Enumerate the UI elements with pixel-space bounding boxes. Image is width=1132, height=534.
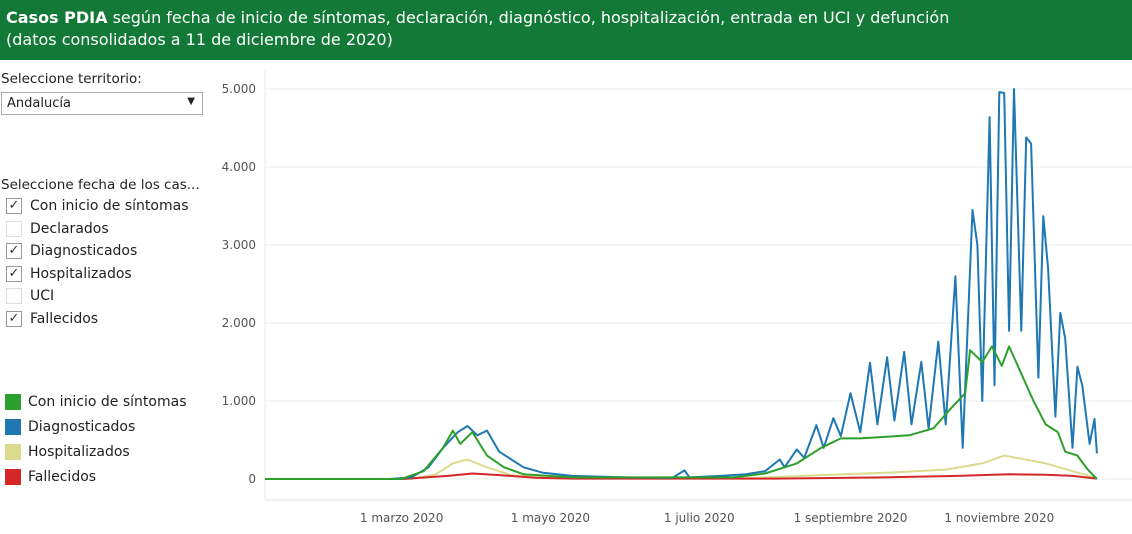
- legend-item: Con inicio de síntomas: [5, 394, 187, 410]
- legend-item: Fallecidos: [5, 469, 96, 485]
- chart-header: Casos PDIA según fecha de inicio de sínt…: [0, 0, 1132, 60]
- y-tick-label: 1.000: [222, 394, 256, 408]
- y-tick-label: 3.000: [222, 238, 256, 252]
- chevron-down-icon: ▼: [187, 96, 195, 107]
- x-tick-label: 1 julio 2020: [664, 511, 735, 525]
- territory-value: Andalucía: [7, 96, 71, 111]
- filter-option-fallecidos[interactable]: ✓ Fallecidos: [6, 311, 98, 327]
- checkbox[interactable]: ✓: [6, 265, 22, 282]
- filter-option-label: Fallecidos: [30, 311, 99, 327]
- legend-item: Diagnosticados: [5, 419, 135, 435]
- header-title: según fecha de inicio de síntomas, decla…: [107, 8, 950, 27]
- checkbox[interactable]: ✓: [6, 243, 22, 260]
- legend-swatch: [5, 419, 21, 435]
- territory-label: Seleccione territorio:: [1, 71, 142, 87]
- legend-swatch: [5, 469, 21, 485]
- filter-option-label: UCI: [30, 288, 55, 305]
- header-subtitle: (datos consolidados a 11 de diciembre de…: [6, 30, 393, 49]
- header-title-bold: Casos PDIA: [6, 8, 108, 27]
- filter-option-label: Hospitalizados: [30, 265, 132, 282]
- checkbox[interactable]: [6, 220, 22, 237]
- legend-swatch: [5, 394, 21, 410]
- x-tick-label: 1 mayo 2020: [511, 511, 590, 525]
- legend-label: Hospitalizados: [28, 444, 130, 460]
- filter-option-con-inicio-de-s-ntomas[interactable]: ✓ Con inicio de síntomas: [6, 198, 189, 214]
- y-tick-label: 5.000: [222, 82, 256, 96]
- date-filter-label: Seleccione fecha de los cas...: [1, 177, 200, 193]
- checkbox[interactable]: ✓: [6, 198, 22, 214]
- filter-option-label: Declarados: [30, 220, 109, 237]
- series-line-con-inicio-de-s-ntomas: [265, 345, 1098, 480]
- legend-item: Hospitalizados: [5, 444, 130, 460]
- series-line-diagnosticados: [265, 88, 1098, 480]
- legend-label: Con inicio de síntomas: [28, 394, 187, 410]
- x-tick-label: 1 marzo 2020: [360, 511, 443, 525]
- checkbox[interactable]: ✓: [6, 311, 22, 327]
- filter-option-diagnosticados[interactable]: ✓ Diagnosticados: [6, 243, 138, 260]
- y-tick-label: 2.000: [222, 316, 256, 330]
- filter-option-hospitalizados[interactable]: ✓ Hospitalizados: [6, 265, 132, 282]
- y-tick-label: 0: [248, 472, 256, 486]
- legend-label: Fallecidos: [28, 469, 97, 485]
- series-line-fallecidos: [401, 472, 1098, 480]
- filter-option-label: Con inicio de síntomas: [30, 198, 189, 214]
- legend-swatch: [5, 444, 21, 460]
- territory-select[interactable]: Andalucía ▼: [1, 92, 203, 115]
- filter-option-uci[interactable]: UCI: [6, 288, 55, 305]
- x-tick-label: 1 septiembre 2020: [794, 511, 908, 525]
- filter-option-declarados[interactable]: Declarados: [6, 220, 109, 237]
- y-tick-label: 4.000: [222, 160, 256, 174]
- legend-label: Diagnosticados: [28, 419, 136, 435]
- checkbox[interactable]: [6, 288, 22, 305]
- filter-option-label: Diagnosticados: [30, 243, 138, 260]
- x-tick-label: 1 noviembre 2020: [944, 511, 1054, 525]
- series-line-hospitalizados: [265, 454, 1098, 480]
